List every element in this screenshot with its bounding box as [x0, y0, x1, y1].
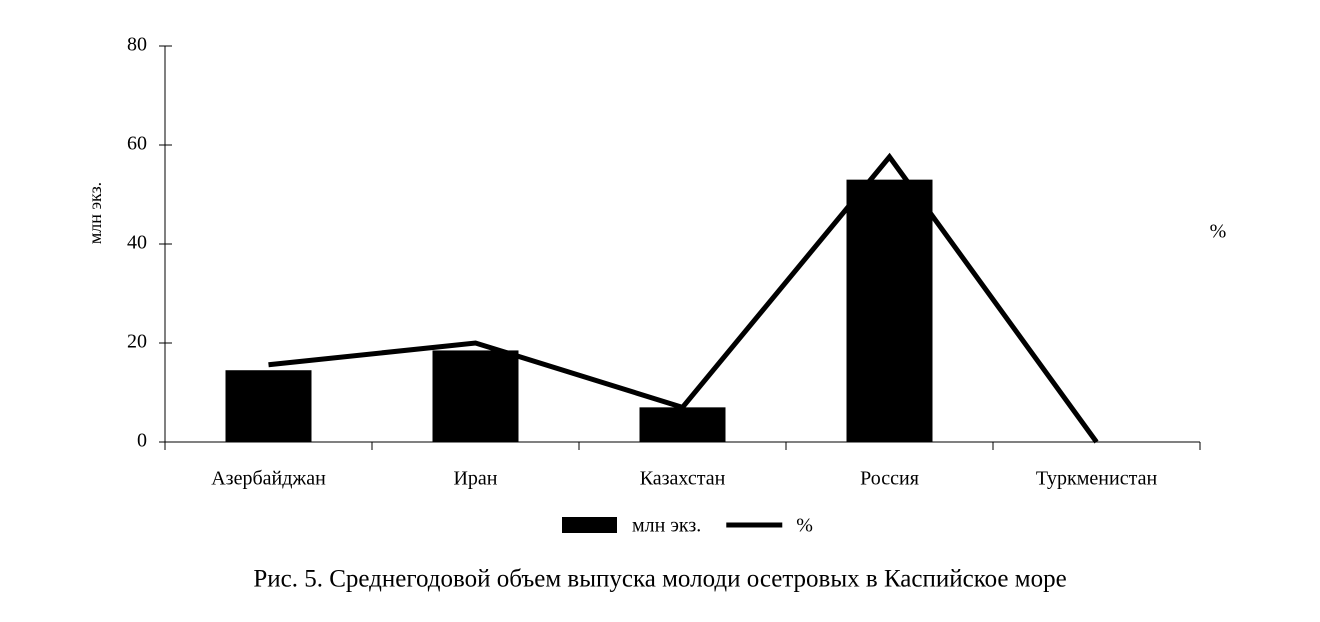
bar — [639, 407, 726, 442]
chart-title: Рис. 5. Среднегодовой объем выпуска моло… — [253, 566, 1066, 593]
y-tick-label: 60 — [127, 133, 147, 155]
y-tick-label: 20 — [127, 331, 147, 353]
y2-axis-label: % — [1210, 221, 1227, 243]
bar — [225, 370, 312, 442]
x-tick-label: Иран — [453, 468, 497, 490]
line — [268, 152, 1099, 444]
x-tick-label: Россия — [860, 468, 919, 490]
y-axis-label: млн экз. — [85, 182, 105, 244]
legend-label: млн экз. — [632, 515, 701, 537]
x-tick-label: Туркменистан — [1036, 468, 1158, 490]
x-tick-label: Казахстан — [640, 468, 726, 490]
y-tick-label: 80 — [127, 34, 147, 56]
legend-label: % — [796, 515, 813, 537]
x-tick-label: Азербайджан — [211, 468, 326, 490]
y-tick-label: 0 — [137, 430, 147, 452]
y-tick-label: 40 — [127, 232, 147, 254]
bar — [846, 179, 933, 442]
legend-swatch — [562, 517, 617, 533]
bar — [432, 350, 519, 442]
